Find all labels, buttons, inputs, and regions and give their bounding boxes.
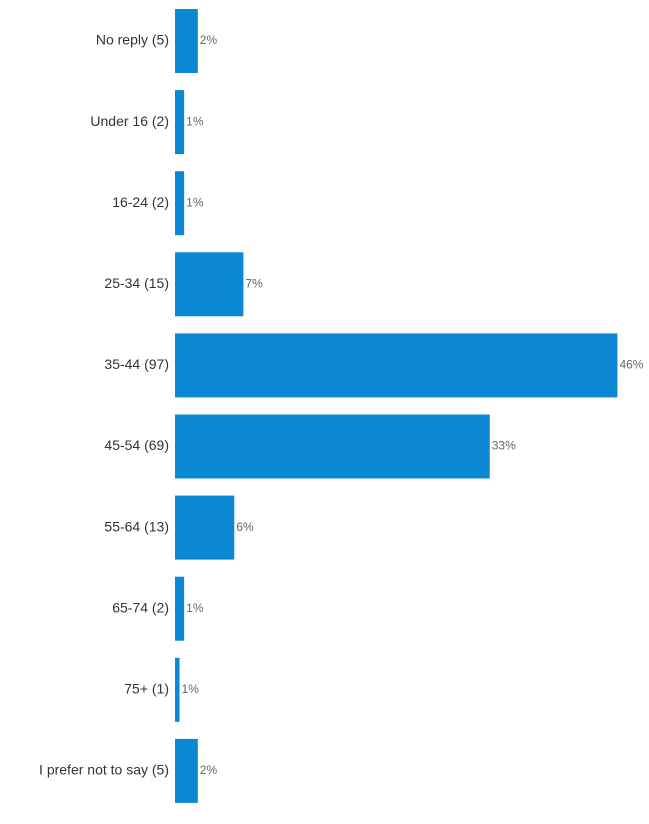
value-label: 7%: [245, 276, 263, 290]
category-label: 25-34 (15): [104, 275, 169, 291]
category-label: 55-64 (13): [104, 518, 169, 534]
category-label: 35-44 (97): [104, 356, 169, 372]
category-label: Under 16 (2): [90, 113, 169, 129]
bar: [175, 657, 180, 722]
value-label: 33%: [492, 439, 516, 453]
bar: [175, 495, 235, 560]
bar: [175, 333, 618, 398]
category-label: No reply (5): [96, 32, 169, 48]
value-label: 1%: [186, 114, 204, 128]
value-label: 46%: [619, 358, 643, 372]
bar: [175, 171, 185, 236]
category-label: 45-54 (69): [104, 437, 169, 453]
bar: [175, 252, 244, 317]
category-label: 75+ (1): [124, 681, 169, 697]
bar: [175, 414, 490, 479]
value-label: 6%: [236, 520, 254, 534]
bar: [175, 738, 198, 803]
value-label: 1%: [182, 682, 200, 696]
bar: [175, 576, 185, 641]
value-label: 2%: [200, 33, 218, 47]
category-label: I prefer not to say (5): [39, 762, 169, 778]
bar: [175, 9, 198, 73]
category-label: 16-24 (2): [112, 194, 169, 210]
value-label: 2%: [200, 763, 218, 777]
bar: [175, 90, 185, 155]
value-label: 1%: [186, 195, 204, 209]
category-label: 65-74 (2): [112, 599, 169, 615]
value-label: 1%: [186, 601, 204, 615]
